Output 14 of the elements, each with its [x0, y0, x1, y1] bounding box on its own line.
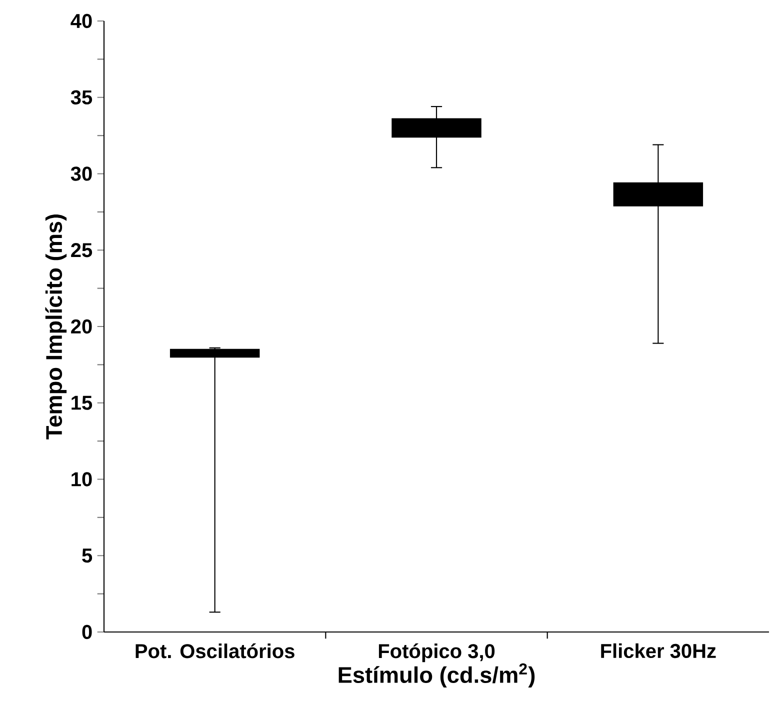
y-tick-label: 25 [71, 243, 92, 258]
y-axis-title: Tempo Implícito (ms) [45, 214, 67, 440]
y-tick-label: 40 [70, 14, 92, 28]
x-tick-label: Flicker 30Hz [601, 643, 716, 658]
y-tick-label: 5 [82, 548, 92, 563]
y-tick-label: 10 [72, 472, 92, 486]
y-tick-label: 20 [71, 319, 92, 334]
y-tick-label: 30 [70, 166, 92, 181]
x-axis-title: Estímulo (cd.s/m$^{2}$) [338, 663, 535, 688]
x-tick-label: Pot. Oscilatórios [136, 643, 294, 658]
x-tick-label: Fotópico 3,0 [378, 643, 495, 662]
y-tick-label: 15 [72, 396, 92, 410]
y-tick-label: 0 [82, 624, 92, 640]
y-tick-label: 35 [70, 90, 92, 104]
